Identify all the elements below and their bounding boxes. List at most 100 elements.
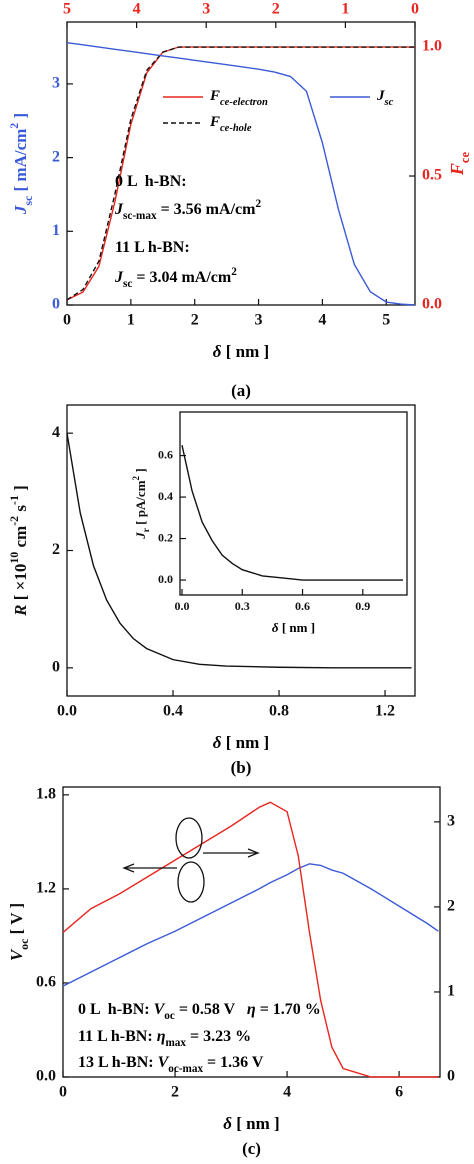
data-line xyxy=(66,433,412,669)
tick-label: 4 xyxy=(283,1084,291,1101)
tick-label: 0 xyxy=(63,312,71,329)
legend-label: Fce-hole xyxy=(209,114,252,133)
text-part: δ xyxy=(272,620,279,635)
text-part: [ nm ] xyxy=(232,1114,280,1133)
text-part: = 1.36 V xyxy=(203,1054,264,1071)
tick-label: 5 xyxy=(63,1,71,18)
y-axis-label: Jsc [ mA/cm2 ] xyxy=(7,113,35,215)
tick-label: 0 xyxy=(52,296,60,313)
y-axis-label: Voc [ V ] xyxy=(7,903,31,961)
plot-frame xyxy=(62,786,441,1078)
data-line xyxy=(66,46,415,301)
data-line xyxy=(181,445,403,581)
text-part: 10 xyxy=(7,552,21,564)
text-part: -2 xyxy=(7,516,21,526)
tick-label: 3 xyxy=(202,1,210,18)
panel-caption: (a) xyxy=(231,381,251,400)
text-part: [ mA/cm xyxy=(11,129,30,196)
tick-label: 0.6 xyxy=(295,599,310,613)
text-part: -1 xyxy=(7,495,21,505)
text-part: R xyxy=(11,604,30,616)
text-part: oc xyxy=(164,1010,175,1022)
arrow-head xyxy=(247,848,260,858)
tick-label: 0.0 xyxy=(36,1068,56,1085)
text-part: [ pA/cm xyxy=(133,480,148,528)
tick-label: 6 xyxy=(395,1084,403,1101)
text-part: δ xyxy=(223,1114,232,1133)
tick-label: 0.6 xyxy=(158,447,173,461)
legend-label: Jsc xyxy=(376,88,394,107)
tick-label: 0 xyxy=(447,1068,455,1085)
text-part: V xyxy=(158,1054,170,1071)
text-part: F xyxy=(209,88,220,104)
annotation: 13 L h-BN: Voc-max = 1.36 V xyxy=(78,1054,264,1075)
text-part: δ xyxy=(213,342,222,361)
text-part: max xyxy=(165,1037,186,1049)
annotation: 0 L h-BN: Voc = 0.58 V η = 1.70 % xyxy=(78,1001,321,1022)
tick-label: 1.2 xyxy=(36,880,56,897)
tick-label: 0 xyxy=(52,659,60,676)
text-part: [ nm ] xyxy=(279,620,315,635)
plot-frame xyxy=(66,21,416,306)
text-part: ce xyxy=(458,151,472,163)
text-part: J xyxy=(114,269,124,286)
x-axis-label: δ [ nm ] xyxy=(213,733,269,752)
tick-label: 0.8 xyxy=(269,703,289,720)
annotation: 0 L h-BN: xyxy=(115,173,187,190)
text-part: r xyxy=(141,528,151,532)
text-part: = 1.70 % xyxy=(256,1001,321,1018)
text-part: = 3.56 mA/cm xyxy=(157,201,257,218)
text-part: [ % ] xyxy=(472,905,474,949)
text-part: J xyxy=(133,532,148,540)
tick-label: 0.9 xyxy=(355,599,370,613)
tick-label: 1.8 xyxy=(36,786,56,803)
tick-label: 0.0 xyxy=(175,599,190,613)
data-line xyxy=(62,863,439,987)
text-part: [ nm ] xyxy=(222,342,270,361)
panel-caption: (c) xyxy=(242,1139,261,1158)
tick-label: 1.0 xyxy=(422,38,442,55)
text-part: δ xyxy=(213,733,222,752)
legend-label: Fce-electron xyxy=(209,88,268,107)
text-part: η xyxy=(247,1001,256,1018)
tick-label: 0.4 xyxy=(158,489,173,503)
text-part: F xyxy=(447,163,467,176)
text-part: η xyxy=(157,1028,166,1045)
tick-label: 2 xyxy=(171,1084,179,1101)
tick-label: 1.2 xyxy=(375,703,395,720)
annotation: 11 L h-BN: xyxy=(115,239,190,256)
annotation-marks xyxy=(122,817,260,903)
tick-label: 3 xyxy=(52,75,60,92)
text-part: = 3.23 % xyxy=(186,1028,251,1045)
y2-axis-label: Fce xyxy=(447,151,472,176)
tick-label: 0.3 xyxy=(235,599,250,613)
tick-label: 2 xyxy=(52,148,60,165)
y-axis-label: Jr [ pA/cm2 ] xyxy=(131,468,151,539)
tick-label: 2 xyxy=(272,1,280,18)
text-part: = 0.58 V xyxy=(175,1001,247,1018)
tick-label: 0 xyxy=(59,1084,67,1101)
text-part: J xyxy=(376,88,385,104)
text-part: V xyxy=(7,948,26,961)
tick-label: 2 xyxy=(191,312,199,329)
tick-label: 1 xyxy=(127,312,135,329)
text-part: V xyxy=(154,1001,166,1018)
tick-label: 1 xyxy=(341,1,349,18)
text-part: η xyxy=(472,949,474,959)
ellipse xyxy=(177,861,205,903)
x-axis-label: δ [ nm ] xyxy=(223,1114,279,1133)
y-axis-label: R [ ×1010 cm-2 s-1 ] xyxy=(7,485,30,617)
text-part: J xyxy=(11,205,30,215)
tick-label: 3 xyxy=(255,312,263,329)
text-part: 2 xyxy=(255,198,261,210)
annotation: Jsc-max = 3.56 mA/cm2 xyxy=(114,198,261,222)
text-part: [ V ] xyxy=(7,903,26,939)
annotation: 11 L h-BN: ηmax = 3.23 % xyxy=(78,1028,251,1049)
tick-label: 0 xyxy=(411,1,419,18)
tick-label: 1 xyxy=(447,983,455,1000)
text-part: = 3.04 mA/cm xyxy=(132,269,232,286)
tick-label: 0.4 xyxy=(163,703,183,720)
tick-label: 4 xyxy=(52,424,60,441)
text-part: 0 L h-BN: xyxy=(115,173,187,190)
text-part: [ ×10 xyxy=(11,564,30,605)
